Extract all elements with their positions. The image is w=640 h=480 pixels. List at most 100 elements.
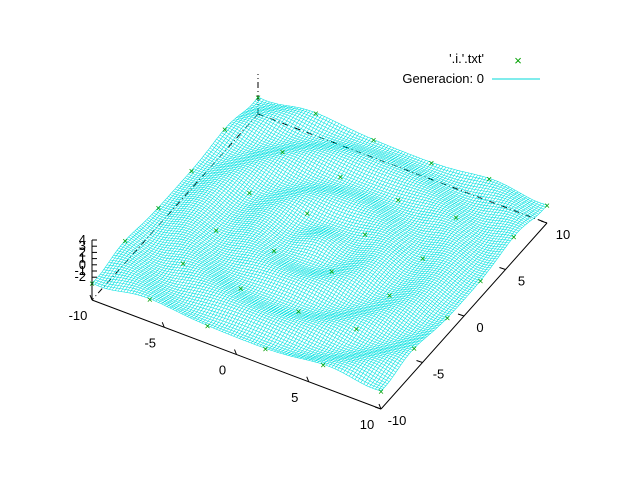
mesh-line — [323, 178, 490, 365]
x-tick-label: -5 — [144, 335, 156, 350]
mesh-line — [242, 153, 409, 340]
mesh-line — [114, 104, 282, 291]
data-point: × — [155, 203, 161, 214]
mesh-line — [126, 106, 293, 293]
x-tick-label: 0 — [219, 363, 226, 378]
mesh-line — [279, 166, 447, 354]
z-tick-label: -1 — [74, 263, 86, 278]
mesh-line — [282, 167, 449, 355]
mesh-line — [357, 194, 525, 382]
z-tick-label: 0 — [79, 257, 86, 272]
mesh-line — [94, 98, 262, 285]
mesh-line — [218, 144, 386, 331]
data-point: × — [387, 291, 393, 302]
mesh-line — [288, 169, 455, 356]
mesh-line — [250, 156, 418, 344]
mesh-line — [184, 128, 351, 316]
mesh-line — [340, 185, 507, 372]
mesh-line — [259, 160, 426, 347]
mesh-line — [380, 204, 548, 392]
z-tick-label: 3 — [79, 238, 86, 253]
mesh-line — [343, 186, 510, 374]
mesh-line — [311, 174, 478, 362]
mesh-line — [328, 180, 496, 367]
mesh-line — [331, 181, 499, 368]
mesh-line — [236, 151, 403, 338]
y-tick-mark — [540, 220, 548, 224]
mesh-line — [208, 149, 498, 260]
x-tick-mark — [161, 322, 165, 328]
surface-mesh — [91, 96, 548, 392]
z-tick-label: 1 — [79, 251, 86, 266]
y-tick-label: -10 — [388, 413, 407, 428]
mesh-line — [190, 131, 357, 319]
legend: '.i.'.txt' × Generacion: 0 — [402, 51, 540, 86]
mesh-line — [299, 172, 467, 359]
mesh-line — [253, 157, 421, 345]
mesh-line — [207, 139, 374, 326]
y-tick-label: 10 — [556, 227, 570, 242]
mesh-line — [244, 154, 412, 341]
mesh-line — [224, 146, 392, 333]
mesh-line — [233, 150, 400, 337]
mesh-line — [155, 115, 322, 302]
mesh-line — [109, 103, 276, 290]
data-point: × — [337, 173, 343, 184]
data-point: × — [420, 254, 426, 265]
x-tick-mark — [306, 376, 310, 382]
mesh-line — [175, 124, 343, 312]
y-tick-mark — [416, 360, 423, 363]
data-point: × — [205, 322, 211, 333]
mesh-line — [302, 172, 470, 360]
data-point: × — [411, 344, 417, 355]
mesh-line — [172, 123, 340, 310]
data-point: × — [246, 189, 252, 200]
mesh-line — [294, 170, 461, 358]
data-point: × — [313, 109, 319, 120]
mesh-line — [161, 117, 328, 305]
x-tick-mark — [378, 403, 382, 410]
mesh-line — [216, 143, 383, 330]
z-tick-label: 2 — [79, 244, 86, 259]
mesh-line — [181, 127, 348, 314]
mesh-line — [206, 151, 496, 262]
data-point: × — [453, 213, 459, 224]
data-point: × — [320, 360, 326, 371]
z-tick-label: -2 — [74, 269, 86, 284]
mesh-line — [334, 182, 501, 369]
mesh-line — [230, 148, 397, 336]
mesh-line — [374, 203, 542, 390]
y-tick-label: -5 — [433, 367, 445, 382]
mesh-line — [140, 109, 308, 296]
mesh-line — [97, 99, 265, 286]
mesh-line — [204, 138, 371, 325]
mesh-line — [198, 135, 366, 323]
mesh-line — [178, 126, 345, 313]
mesh-line — [149, 112, 317, 300]
data-point: × — [329, 267, 335, 278]
mesh-line — [363, 197, 530, 385]
y-tick-mark — [457, 313, 465, 317]
mesh-line — [354, 193, 522, 380]
data-point: × — [395, 195, 401, 206]
x-tick-label: -10 — [69, 308, 88, 323]
mesh-line — [123, 105, 290, 293]
mesh-line — [152, 113, 319, 301]
data-point: × — [255, 93, 261, 104]
mesh-line — [132, 107, 299, 294]
mesh-line — [187, 130, 354, 317]
y-tick-mark — [374, 406, 382, 410]
mesh-line — [111, 103, 279, 291]
data-point: × — [147, 295, 153, 306]
y-tick-mark — [499, 267, 506, 270]
mesh-line — [351, 191, 519, 379]
data-point: × — [189, 166, 195, 177]
mesh-line — [247, 108, 538, 216]
mesh-line — [273, 165, 441, 352]
data-point: × — [213, 226, 219, 237]
data-point: × — [304, 209, 310, 220]
mesh-line — [297, 171, 464, 358]
mesh-line — [366, 199, 533, 386]
mesh-line — [146, 111, 314, 298]
